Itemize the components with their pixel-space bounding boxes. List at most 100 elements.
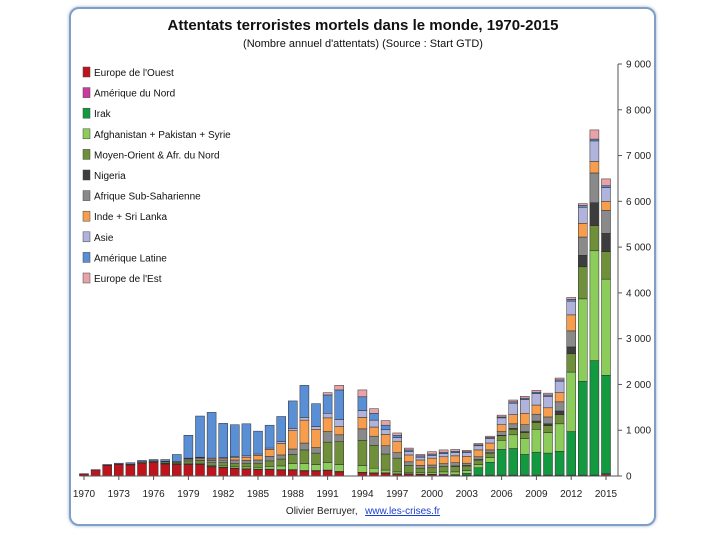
bar-segment bbox=[566, 300, 576, 316]
bar-segment bbox=[543, 396, 553, 409]
bar-stack-1995 bbox=[369, 408, 379, 477]
bar-segment bbox=[508, 414, 518, 425]
bar-segment bbox=[427, 464, 437, 469]
bar-segment bbox=[288, 430, 298, 450]
bar-stack-2008 bbox=[520, 396, 530, 477]
bar-segment bbox=[195, 464, 205, 477]
bar-segment bbox=[438, 456, 449, 464]
x-tick-label: 1970 bbox=[73, 489, 96, 500]
bar-segment bbox=[369, 419, 379, 428]
bar-segment bbox=[357, 465, 368, 473]
bar-segment bbox=[462, 470, 472, 474]
bar-segment bbox=[241, 468, 252, 477]
bar-segment bbox=[404, 449, 414, 452]
bar-segment bbox=[299, 417, 310, 421]
bar-segment bbox=[322, 394, 333, 414]
bar-segment bbox=[195, 458, 205, 461]
legend-swatch bbox=[82, 272, 91, 284]
bar-segment bbox=[578, 236, 588, 256]
x-tick-label: 1994 bbox=[351, 489, 374, 500]
y-tick-label: 5 000 bbox=[626, 243, 651, 254]
bar-segment bbox=[589, 161, 600, 174]
bar-stack-1975 bbox=[137, 460, 147, 477]
legend-label: Afghanistan + Pakistan + Syrie bbox=[94, 130, 231, 141]
bar-segment bbox=[357, 389, 368, 398]
bar-segment bbox=[369, 426, 379, 437]
bar-segment bbox=[473, 459, 484, 465]
bar-segment bbox=[485, 457, 495, 463]
bar-segment bbox=[299, 419, 310, 444]
bar-stack-1983 bbox=[230, 424, 240, 477]
legend-label: Asie bbox=[94, 233, 114, 244]
bar-segment bbox=[531, 429, 542, 453]
bar-segment bbox=[496, 431, 507, 436]
bar-segment bbox=[357, 417, 368, 430]
bar-stack-1994 bbox=[357, 389, 368, 477]
bar-segment bbox=[438, 466, 449, 473]
bar-segment bbox=[195, 415, 205, 458]
bar-segment bbox=[496, 435, 507, 441]
bar-stack-1992 bbox=[334, 385, 344, 477]
x-tick-label: 1997 bbox=[386, 489, 409, 500]
axes bbox=[81, 63, 622, 480]
credit-link[interactable]: www.les-crises.fr bbox=[364, 506, 441, 517]
legend-label: Amérique Latine bbox=[94, 253, 167, 264]
y-tick-labels: 0 1 000 2 000 3 000 4 000 5 000 6 000 7 000 8 00… bbox=[626, 60, 651, 483]
chart-title: Attentats terroristes mortels dans le mo… bbox=[168, 17, 559, 34]
bar-stack-1997 bbox=[392, 432, 402, 477]
bar-segment bbox=[485, 442, 495, 451]
bar-stack-1987 bbox=[276, 416, 286, 477]
bar-segment bbox=[496, 440, 507, 450]
bar-segment bbox=[241, 466, 252, 469]
bar-segment bbox=[334, 426, 344, 436]
bar-segment bbox=[485, 449, 495, 453]
bar-segment bbox=[462, 462, 472, 466]
bar-segment bbox=[404, 465, 414, 473]
bar-segment bbox=[241, 456, 252, 461]
x-tick-label: 1988 bbox=[282, 489, 305, 500]
legend-label: Irak bbox=[94, 109, 112, 120]
bar-segment bbox=[334, 434, 344, 442]
bar-segment bbox=[601, 178, 611, 187]
bar-segment bbox=[125, 462, 136, 465]
bar-segment bbox=[450, 455, 460, 463]
y-tick-label: 7 000 bbox=[626, 151, 651, 162]
bar-segment bbox=[427, 457, 437, 466]
bar-segment bbox=[462, 473, 472, 476]
credit-author: Olivier Berruyer, bbox=[286, 506, 358, 517]
bar-stack-1972 bbox=[102, 464, 112, 477]
bar-stack-1998 bbox=[404, 447, 414, 477]
bar-segment bbox=[357, 440, 368, 466]
credit: Olivier Berruyer, www.les-crises.fr bbox=[286, 501, 441, 518]
legend-item: Nigeria bbox=[82, 169, 126, 182]
bar-segment bbox=[438, 463, 449, 467]
x-tick-label: 2003 bbox=[456, 489, 479, 500]
bar-segment bbox=[554, 392, 565, 403]
bar-stack-1985 bbox=[253, 430, 263, 477]
bar-stack-2005 bbox=[485, 435, 495, 477]
bar-segment bbox=[276, 465, 286, 470]
y-tick-label: 3 000 bbox=[626, 334, 651, 345]
bar-stack-1982 bbox=[218, 423, 228, 477]
bar-segment bbox=[276, 454, 286, 460]
bar-segment bbox=[566, 314, 576, 332]
bar-segment bbox=[601, 210, 611, 234]
bar-segment bbox=[578, 203, 588, 206]
legend-label: Nigeria bbox=[94, 171, 126, 182]
bar-segment bbox=[589, 129, 600, 140]
bar-segment bbox=[427, 467, 437, 473]
legend-item: Irak bbox=[82, 107, 112, 120]
bar-segment bbox=[102, 464, 112, 466]
bar-segment bbox=[438, 471, 449, 475]
bar-stack-2012 bbox=[566, 297, 576, 477]
bar-stack-2013 bbox=[578, 203, 588, 477]
bar-segment bbox=[578, 266, 588, 300]
bar-segment bbox=[392, 432, 402, 436]
bar-stack-1999 bbox=[415, 454, 426, 477]
bar-segment bbox=[566, 299, 576, 302]
bar-segment bbox=[206, 412, 217, 459]
x-tick-label: 2009 bbox=[525, 489, 548, 500]
bar-stack-2014 bbox=[589, 129, 600, 477]
bar-segment bbox=[462, 452, 472, 457]
bar-stack-2009 bbox=[531, 390, 542, 477]
